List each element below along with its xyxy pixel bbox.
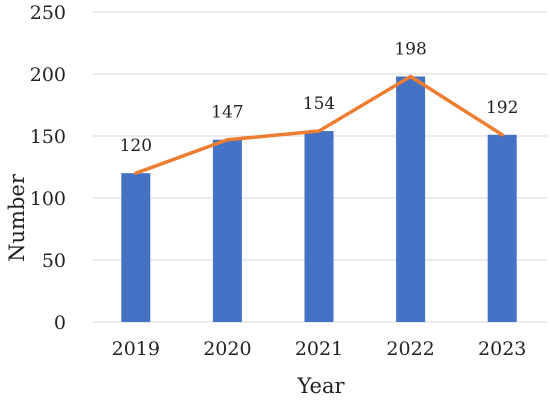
- y-tick-label-250: 250: [30, 2, 66, 24]
- y-axis-tick-labels: 0 50 100 150 200 250: [30, 2, 66, 334]
- data-label-2023: 192: [486, 98, 518, 118]
- bar-2021: [304, 131, 334, 322]
- x-axis-title: Year: [296, 374, 345, 398]
- bar-2022: [396, 76, 426, 322]
- x-axis-tick-labels: 2019 2020 2021 2022 2023: [112, 338, 527, 360]
- data-label-2021: 154: [303, 94, 335, 114]
- bar-2020: [212, 139, 242, 322]
- y-tick-label-150: 150: [30, 126, 66, 148]
- bar-2019: [121, 173, 151, 322]
- x-tick-label-2021: 2021: [295, 338, 343, 360]
- data-label-2019: 120: [120, 136, 152, 156]
- y-tick-label-100: 100: [30, 188, 66, 210]
- bar-series: [121, 76, 517, 322]
- x-tick-label-2022: 2022: [386, 338, 434, 360]
- x-tick-label-2023: 2023: [478, 338, 526, 360]
- data-label-2022: 198: [394, 39, 426, 59]
- line-series: [134, 74, 504, 175]
- x-tick-label-2019: 2019: [112, 338, 160, 360]
- data-labels: 120 147 154 198 192: [120, 39, 519, 156]
- data-label-2020: 147: [211, 103, 243, 123]
- y-tick-label-0: 0: [54, 312, 66, 334]
- y-tick-label-50: 50: [42, 250, 66, 272]
- y-axis-title: Number: [5, 173, 29, 262]
- bar-2023: [487, 134, 517, 322]
- y-tick-label-200: 200: [30, 64, 66, 86]
- x-tick-label-2020: 2020: [203, 338, 251, 360]
